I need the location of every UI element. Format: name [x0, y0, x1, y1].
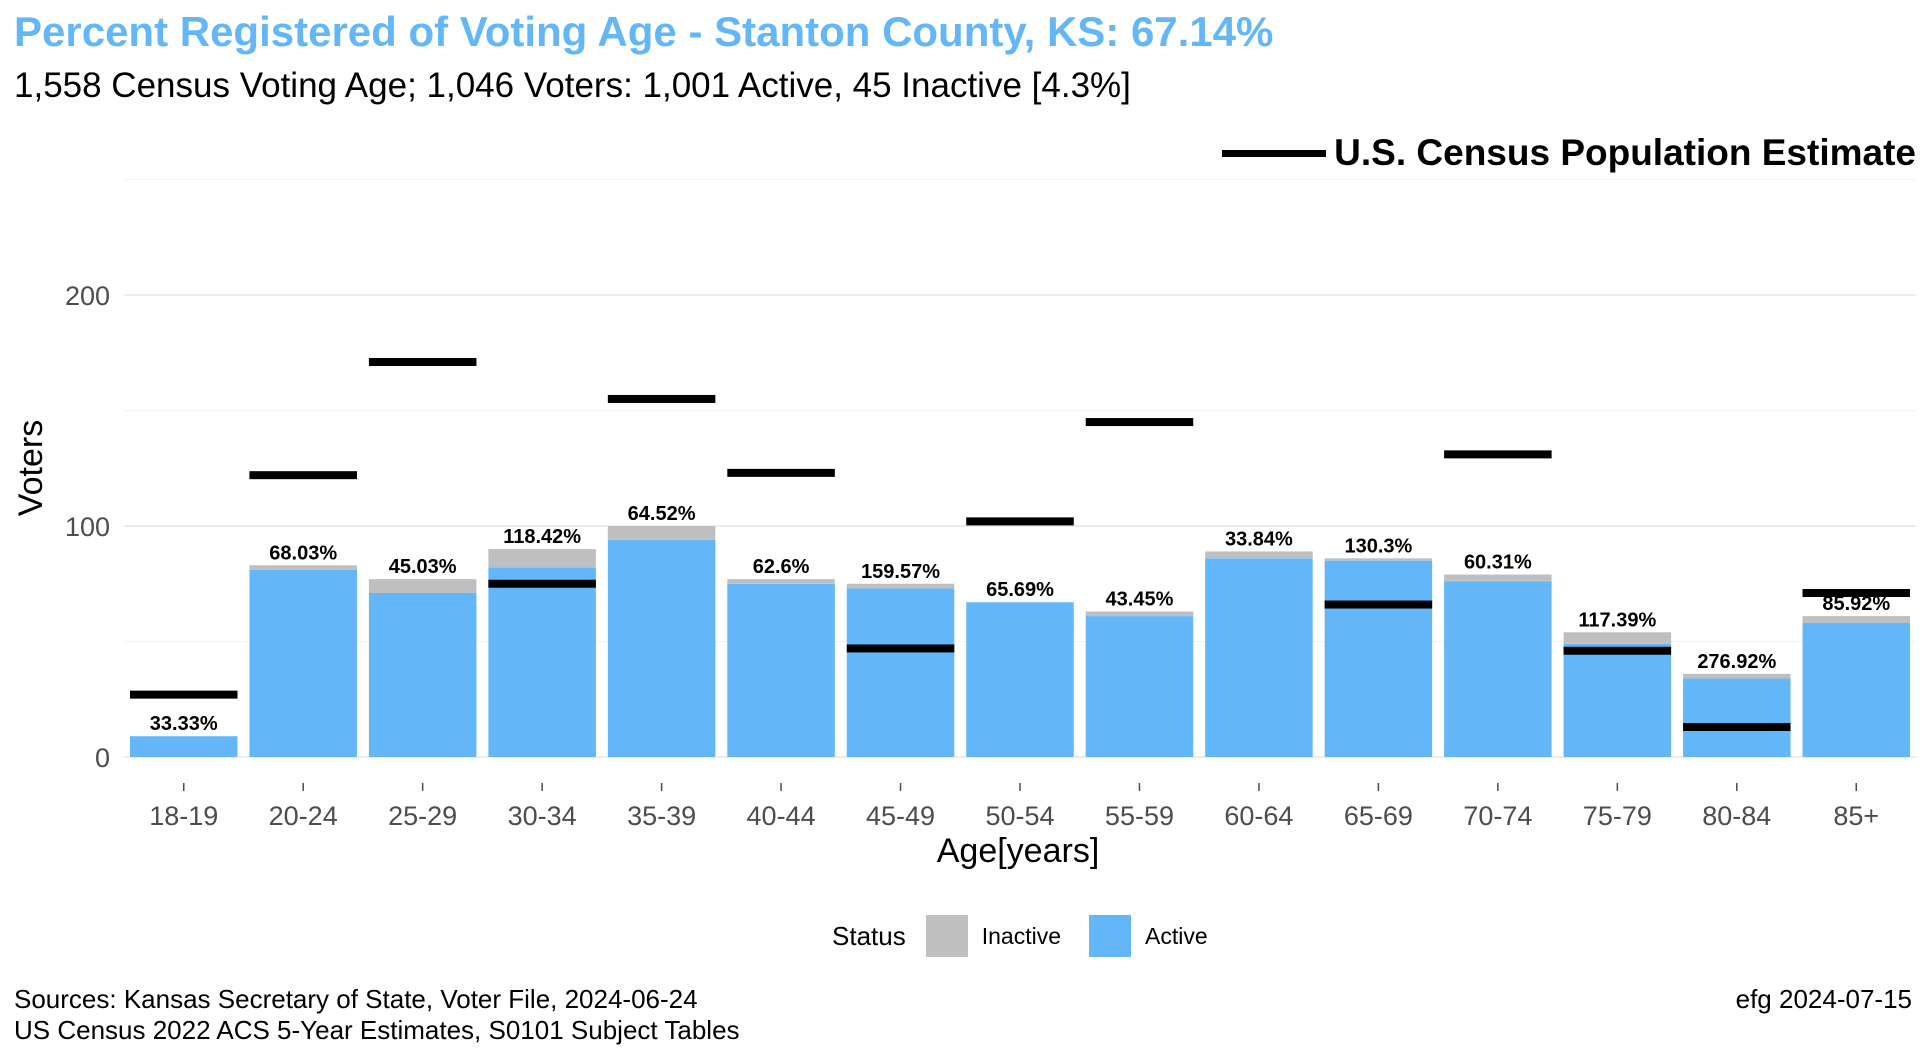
bar-active [1324, 560, 1433, 757]
x-tick-label: 55-59 [1105, 801, 1174, 831]
x-tick-label: 30-34 [508, 801, 577, 831]
x-tick-label: 40-44 [747, 801, 816, 831]
percent-labels: 33.33% 68.03% 45.03% 118.42% 64.52% 62.6% 159.… [150, 503, 1891, 735]
status-legend-title: Status [832, 920, 906, 951]
x-tick-label: 50-54 [985, 801, 1054, 831]
bar-active [488, 567, 596, 757]
bar-inactive [727, 579, 835, 584]
bar-active [1444, 581, 1552, 757]
bars [129, 526, 1911, 757]
census-legend: U.S. Census Population Estimate [1222, 132, 1916, 174]
percent-label: 62.6% [753, 556, 810, 578]
bar-inactive [1085, 611, 1194, 617]
x-axis-title: Age[years] [937, 832, 1100, 870]
bar-active [966, 602, 1074, 757]
y-tick-label: 0 [95, 743, 110, 773]
credit: efg 2024-07-15 [1735, 984, 1912, 1014]
percent-label: 64.52% [628, 503, 696, 525]
x-tick-label: 70-74 [1463, 801, 1532, 831]
x-tick-label: 80-84 [1702, 801, 1771, 831]
census-estimate-mark [607, 394, 716, 403]
status-legend: Status Inactive Active [832, 915, 1236, 957]
x-tick-label: 20-24 [269, 801, 338, 831]
percent-label: 117.39% [1578, 609, 1656, 631]
census-legend-label: U.S. Census Population Estimate [1334, 132, 1916, 173]
x-tick-label: 85+ [1833, 801, 1879, 831]
percent-label: 45.03% [389, 556, 457, 578]
bar-inactive [1205, 551, 1313, 559]
census-estimate-mark [1563, 646, 1672, 655]
source-line-1: Sources: Kansas Secretary of State, Vote… [14, 984, 698, 1014]
x-axis: 18-19 20-24 25-29 30-34 35-39 40-44 45-49 50-54… [149, 783, 1879, 831]
source-line-2: US Census 2022 ACS 5-Year Estimates, S01… [14, 1015, 740, 1045]
percent-label: 43.45% [1106, 588, 1174, 610]
percent-label: 65.69% [986, 579, 1054, 601]
census-estimate-mark [966, 517, 1074, 526]
census-estimate-mark [488, 579, 596, 588]
sources: Sources: Kansas Secretary of State, Vote… [14, 984, 740, 1046]
bar-active [1205, 558, 1313, 757]
percent-label: 60.31% [1464, 552, 1532, 574]
bar-inactive [846, 583, 955, 589]
bar-active [1085, 616, 1194, 757]
census-estimate-mark [1802, 588, 1911, 597]
inactive-legend-label: Inactive [981, 922, 1061, 949]
bar-active [1563, 643, 1672, 757]
y-tick-label: 100 [65, 512, 110, 542]
percent-label: 276.92% [1697, 651, 1776, 673]
y-axis: 0 100 200 [65, 281, 110, 773]
x-tick-label: 60-64 [1224, 801, 1293, 831]
census-estimate-mark [249, 471, 357, 480]
chart-title: Percent Registered of Voting Age - Stant… [14, 8, 1274, 55]
percent-label: 118.42% [503, 526, 581, 548]
census-estimate-mark [129, 690, 238, 699]
bar-inactive [1324, 558, 1433, 561]
census-estimate-mark [727, 468, 835, 477]
bar-active [607, 539, 716, 757]
inactive-swatch [925, 915, 968, 957]
bar-inactive [488, 549, 596, 568]
chart-subtitle: 1,558 Census Voting Age; 1,046 Voters: 1… [14, 66, 1131, 105]
bar-inactive [1802, 616, 1911, 624]
census-estimate-mark [1683, 722, 1791, 731]
bar-inactive [1563, 632, 1672, 644]
y-axis-title: Voters [12, 420, 50, 516]
x-tick-label: 45-49 [866, 801, 935, 831]
percent-label: 159.57% [861, 561, 940, 583]
x-tick-label: 75-79 [1583, 801, 1652, 831]
census-estimate-mark [368, 357, 477, 366]
census-marks [129, 357, 1911, 731]
census-estimate-mark [1324, 600, 1433, 609]
bar-active [129, 736, 238, 757]
bar-active [368, 592, 477, 757]
bar-inactive [1683, 673, 1791, 679]
active-legend-label: Active [1144, 922, 1208, 949]
bar-active [846, 588, 955, 757]
percent-label: 130.3% [1344, 535, 1412, 557]
x-tick-label: 18-19 [149, 801, 218, 831]
bar-inactive [368, 579, 477, 593]
bar-inactive [249, 565, 357, 570]
bar-inactive [1444, 574, 1552, 582]
percent-label: 33.84% [1225, 528, 1293, 550]
bar-inactive [607, 526, 716, 540]
y-tick-label: 200 [65, 281, 110, 311]
bar-active [727, 583, 835, 757]
census-estimate-mark [846, 644, 955, 653]
x-tick-label: 25-29 [388, 801, 457, 831]
x-tick-label: 35-39 [627, 801, 696, 831]
census-estimate-mark [1085, 418, 1194, 427]
bar-active [1802, 623, 1911, 757]
x-tick-label: 65-69 [1344, 801, 1413, 831]
percent-label: 68.03% [269, 542, 337, 564]
percent-label: 33.33% [150, 713, 218, 735]
bar-active [249, 569, 357, 757]
census-legend-line-icon [1222, 149, 1327, 157]
active-swatch [1088, 915, 1131, 957]
census-estimate-mark [1444, 450, 1552, 459]
percent-label: 85.92% [1822, 593, 1890, 615]
bar-active [1683, 678, 1791, 757]
bar-chart: 33.33% 68.03% 45.03% 118.42% 64.52% 62.6% 159.… [12, 179, 1916, 870]
